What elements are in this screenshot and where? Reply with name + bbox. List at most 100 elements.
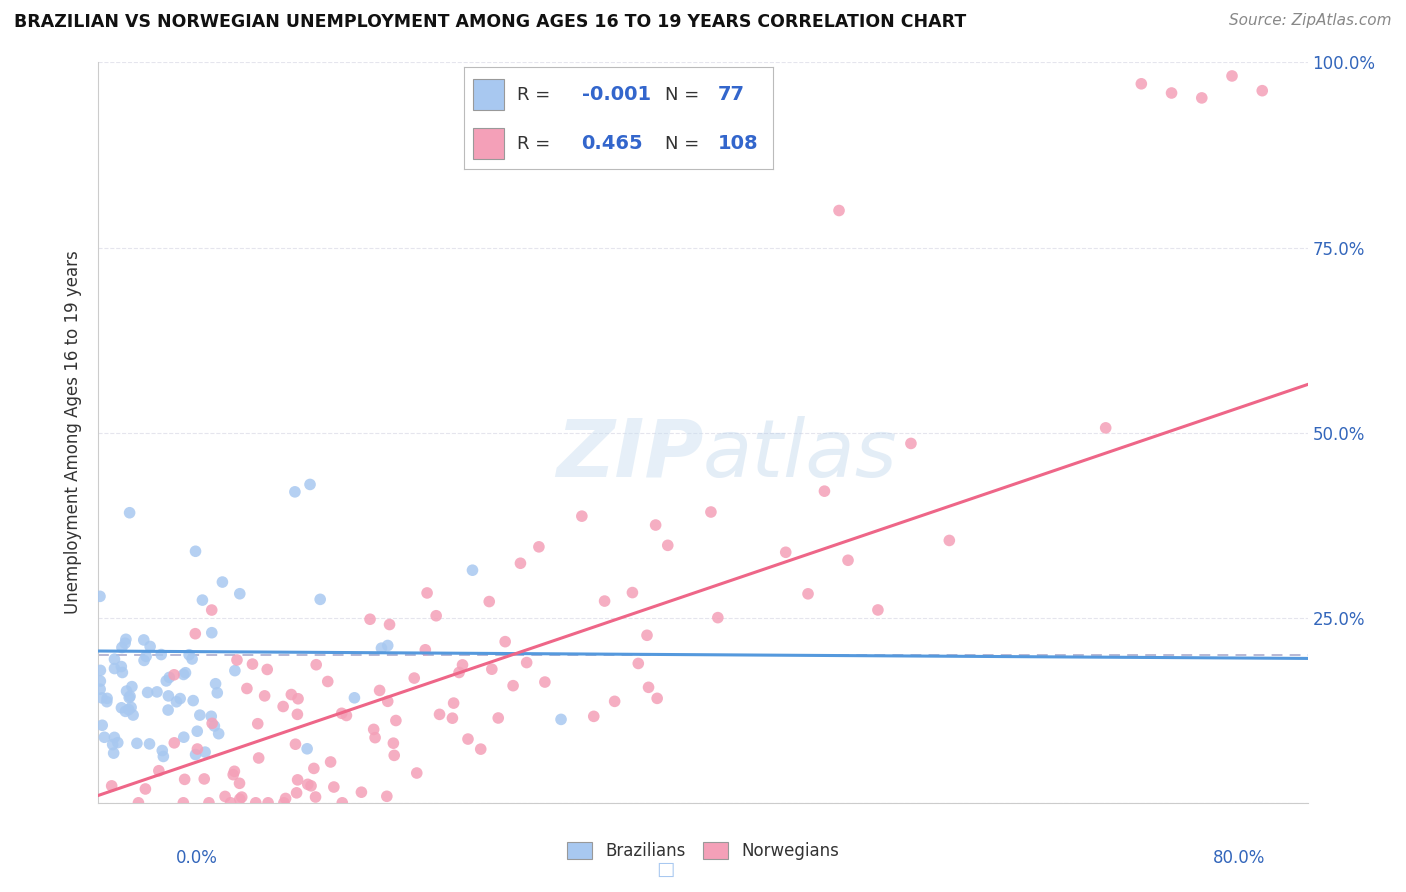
Point (287, 707, 309, 722)
Point (132, 653, 155, 667)
Y-axis label: Unemployment Among Ages 16 to 19 years: Unemployment Among Ages 16 to 19 years (65, 251, 83, 615)
Point (486, 711, 509, 725)
Point (866, 603, 889, 617)
Point (201, 603, 224, 617)
Legend: Brazilians, Norwegians: Brazilians, Norwegians (558, 834, 848, 869)
FancyBboxPatch shape (474, 79, 505, 110)
Point (226, 653, 249, 667)
Point (627, 657, 650, 671)
Point (228, 776, 250, 790)
Point (900, 436, 922, 450)
Point (404, 671, 426, 685)
Point (139, 640, 162, 654)
Point (201, 625, 224, 640)
Point (375, 789, 398, 804)
Point (115, 684, 138, 698)
Point (211, 575, 233, 590)
Point (707, 610, 730, 624)
Point (103, 731, 125, 745)
Point (184, 626, 207, 640)
Point (657, 538, 679, 552)
Point (114, 704, 136, 718)
Point (636, 628, 658, 642)
Point (163, 667, 186, 681)
Point (107, 736, 129, 750)
Point (229, 587, 252, 601)
Point (173, 667, 195, 681)
Point (309, 592, 332, 607)
Point (202, 719, 225, 733)
Point (127, 796, 149, 810)
Point (219, 796, 242, 810)
Point (385, 714, 408, 728)
Point (146, 685, 169, 699)
Point (1191, 91, 1213, 105)
Point (285, 786, 308, 800)
Point (89, 590, 111, 604)
Point (174, 665, 197, 680)
Point (413, 642, 436, 657)
Text: N =: N = (665, 86, 699, 103)
Point (377, 694, 399, 708)
Point (179, 648, 201, 662)
Point (118, 702, 141, 716)
Point (1160, 86, 1182, 100)
Point (110, 659, 132, 673)
Point (425, 608, 447, 623)
Point (621, 585, 644, 599)
Point (193, 772, 215, 786)
Point (152, 749, 174, 764)
Point (207, 686, 229, 700)
Point (253, 689, 276, 703)
Point (184, 747, 207, 762)
Point (157, 703, 180, 717)
Point (157, 670, 180, 684)
Point (134, 781, 156, 796)
Point (1220, 69, 1243, 83)
Point (368, 683, 391, 698)
Point (181, 652, 204, 666)
Point (302, 761, 325, 775)
Point (644, 518, 666, 533)
Point (200, 709, 222, 723)
Point (350, 785, 373, 799)
Point (118, 690, 141, 705)
Point (114, 636, 136, 650)
Point (89, 664, 111, 678)
Point (359, 612, 381, 626)
Point (181, 693, 204, 707)
Point (377, 639, 399, 653)
Point (91, 718, 114, 732)
Point (603, 694, 626, 708)
Point (494, 634, 516, 648)
Point (246, 716, 269, 731)
Point (645, 691, 668, 706)
Point (571, 509, 593, 524)
Point (443, 696, 465, 710)
Point (461, 563, 484, 577)
Point (166, 695, 188, 709)
Point (169, 691, 191, 706)
Point (287, 772, 309, 787)
Point (319, 755, 342, 769)
Text: BRAZILIAN VS NORWEGIAN UNEMPLOYMENT AMONG AGES 16 TO 19 YEARS CORRELATION CHART: BRAZILIAN VS NORWEGIAN UNEMPLOYMENT AMON… (14, 13, 966, 31)
Point (186, 724, 208, 739)
Point (316, 674, 339, 689)
Point (284, 484, 307, 499)
Point (224, 664, 246, 678)
Point (534, 675, 557, 690)
Point (297, 777, 319, 791)
Point (172, 796, 194, 810)
Text: 0.0%: 0.0% (176, 849, 218, 867)
Point (382, 736, 405, 750)
Point (115, 632, 138, 647)
Point (231, 790, 253, 805)
Point (509, 556, 531, 570)
Point (449, 665, 471, 680)
Point (813, 484, 835, 499)
Point (121, 680, 143, 694)
Point (163, 736, 186, 750)
Text: 0.465: 0.465 (582, 135, 643, 153)
Point (481, 662, 503, 676)
Point (236, 681, 259, 696)
